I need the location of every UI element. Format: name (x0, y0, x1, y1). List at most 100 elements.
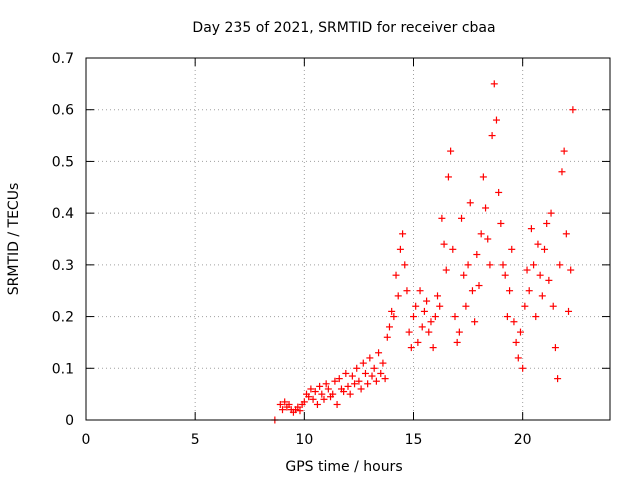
data-point (423, 297, 431, 305)
data-point (551, 344, 559, 352)
data-point (499, 261, 507, 269)
data-point (405, 328, 413, 336)
data-point (492, 116, 500, 124)
data-point (353, 364, 361, 372)
data-point (547, 209, 555, 217)
data-point (488, 132, 496, 140)
data-point (420, 307, 428, 315)
data-point (377, 369, 385, 377)
data-point (359, 359, 367, 367)
y-tick-label: 0.1 (52, 361, 74, 377)
data-point (538, 292, 546, 300)
data-point (340, 388, 348, 396)
data-point (541, 245, 548, 253)
data-point (403, 287, 411, 295)
data-point (392, 271, 400, 279)
data-point (451, 313, 459, 321)
data-point (497, 219, 505, 227)
data-point (412, 302, 420, 310)
data-point (444, 173, 452, 181)
data-point (346, 390, 354, 398)
data-point (296, 407, 304, 415)
data-point (355, 377, 363, 385)
data-point (495, 188, 503, 196)
data-point (482, 204, 490, 212)
data-point (385, 323, 393, 331)
data-point (525, 287, 533, 295)
data-point (322, 380, 330, 388)
plot-frame (85, 57, 611, 421)
data-point (401, 261, 409, 269)
data-point (333, 400, 341, 408)
data-point (510, 318, 518, 326)
data-point (313, 400, 321, 408)
data-point (556, 261, 564, 269)
grid-lines (86, 58, 610, 420)
data-point (320, 395, 328, 403)
data-point (348, 372, 356, 380)
data-point (449, 245, 457, 253)
data-point (434, 292, 442, 300)
data-point (285, 400, 293, 408)
y-axis-label: SRMTID / TECUs (6, 183, 22, 296)
data-point (370, 364, 378, 372)
data-point (534, 240, 542, 248)
data-point (475, 282, 483, 290)
x-tick-label: 20 (514, 432, 532, 448)
data-points (271, 80, 577, 424)
data-point (458, 214, 466, 222)
data-point (560, 147, 568, 155)
data-point (523, 266, 531, 274)
data-point (418, 323, 426, 331)
x-axis-label: GPS time / hours (285, 459, 402, 475)
data-point (279, 406, 286, 414)
data-point (379, 359, 387, 367)
data-point (427, 318, 435, 326)
data-point (372, 377, 380, 385)
data-point (342, 369, 350, 377)
data-point (311, 388, 319, 396)
data-point (506, 287, 514, 295)
data-point (477, 230, 485, 238)
data-point (307, 385, 315, 393)
data-point (558, 168, 566, 176)
data-point (364, 380, 372, 388)
data-point (425, 328, 433, 336)
data-point (407, 344, 415, 352)
y-tick-label: 0.6 (52, 103, 74, 119)
data-point (503, 313, 511, 321)
data-point (565, 307, 573, 315)
data-point (381, 375, 389, 383)
data-point (554, 375, 562, 383)
data-point (447, 147, 455, 155)
data-point (331, 377, 339, 385)
data-point (468, 287, 476, 295)
data-point (300, 398, 308, 406)
data-point (514, 354, 522, 362)
data-point (414, 338, 422, 346)
chart-title: Day 235 of 2021, SRMTID for receiver cba… (192, 20, 495, 36)
data-point (569, 106, 577, 114)
y-tick-label: 0.4 (52, 206, 74, 222)
data-point (305, 393, 313, 401)
data-point (521, 302, 529, 310)
data-point (429, 344, 437, 352)
data-point (490, 80, 498, 88)
data-point (438, 214, 446, 222)
data-point (410, 313, 417, 321)
data-point (416, 287, 424, 295)
y-tick-label: 0.5 (52, 154, 74, 170)
axis-ticks: 0 0.1 0.2 0.3 0.4 0.5 0.6 0.7 0 5 10 15 20 (52, 51, 610, 448)
data-point (567, 266, 575, 274)
data-point (294, 403, 302, 411)
x-tick-label: 15 (405, 432, 423, 448)
data-point (549, 302, 557, 310)
data-point (436, 302, 444, 310)
data-point (390, 313, 398, 321)
data-point (501, 271, 509, 279)
data-point (543, 219, 551, 227)
data-point (399, 230, 407, 238)
data-point (462, 302, 470, 310)
data-point (442, 266, 450, 274)
data-point (309, 395, 317, 403)
